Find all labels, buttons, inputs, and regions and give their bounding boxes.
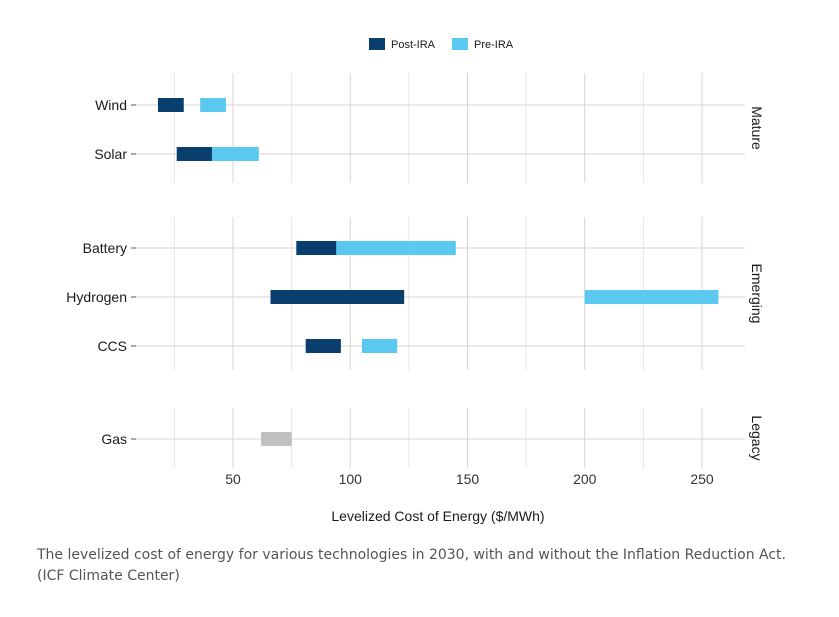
legend-swatch-post-ira	[369, 38, 385, 50]
x-tick-label: 200	[573, 471, 597, 487]
bar-hydrogen-post-ira	[270, 290, 405, 304]
facet-label-mature: Mature	[749, 106, 765, 150]
category-label-gas: Gas	[101, 431, 127, 447]
x-tick-label: 50	[225, 471, 241, 487]
bar-hydrogen-pre-ira	[584, 290, 719, 304]
bar-wind-post-ira	[157, 98, 184, 112]
panel-emerging: Battery Hydrogen CCS Emerging	[66, 217, 765, 370]
figure-caption: The levelized cost of energy for various…	[37, 545, 817, 587]
bar-solar-pre-ira	[211, 147, 259, 161]
category-label-solar: Solar	[94, 146, 127, 162]
x-tick-label: 150	[456, 471, 480, 487]
facet-label-legacy: Legacy	[749, 415, 765, 460]
bar-battery-pre-ira	[336, 241, 456, 255]
x-tick-label: 100	[339, 471, 363, 487]
bar-ccs-pre-ira	[361, 339, 398, 353]
panel-mature: Wind Solar Mature	[94, 73, 765, 183]
bar-ccs-post-ira	[305, 339, 341, 353]
legend-swatch-pre-ira	[452, 38, 468, 50]
category-label-wind: Wind	[95, 97, 127, 113]
bar-gas-baseline	[261, 432, 292, 446]
category-label-battery: Battery	[83, 240, 127, 256]
x-axis-title: Levelized Cost of Energy ($/MWh)	[331, 508, 544, 524]
legend-label-pre-ira: Pre-IRA	[474, 39, 514, 51]
panel-legacy: Gas Legacy	[101, 408, 765, 468]
x-axis-ticks: 50 100 150 200 250	[225, 471, 714, 487]
category-label-hydrogen: Hydrogen	[66, 289, 127, 305]
chart-legend: Post-IRA Pre-IRA	[369, 38, 514, 51]
lcoe-chart: Post-IRA Pre-IRA Wind Solar Mature Battery Hy…	[66, 38, 765, 524]
caption-text: The levelized cost of energy for various…	[37, 547, 786, 563]
x-tick-label: 250	[690, 471, 714, 487]
category-label-ccs: CCS	[97, 338, 127, 354]
bar-wind-pre-ira	[200, 98, 226, 112]
facet-label-emerging: Emerging	[749, 264, 765, 324]
chart-panels: Wind Solar Mature Battery Hydrogen CCS Emergin…	[66, 73, 765, 468]
caption-source: (ICF Climate Center)	[37, 568, 180, 584]
legend-label-post-ira: Post-IRA	[391, 39, 436, 51]
